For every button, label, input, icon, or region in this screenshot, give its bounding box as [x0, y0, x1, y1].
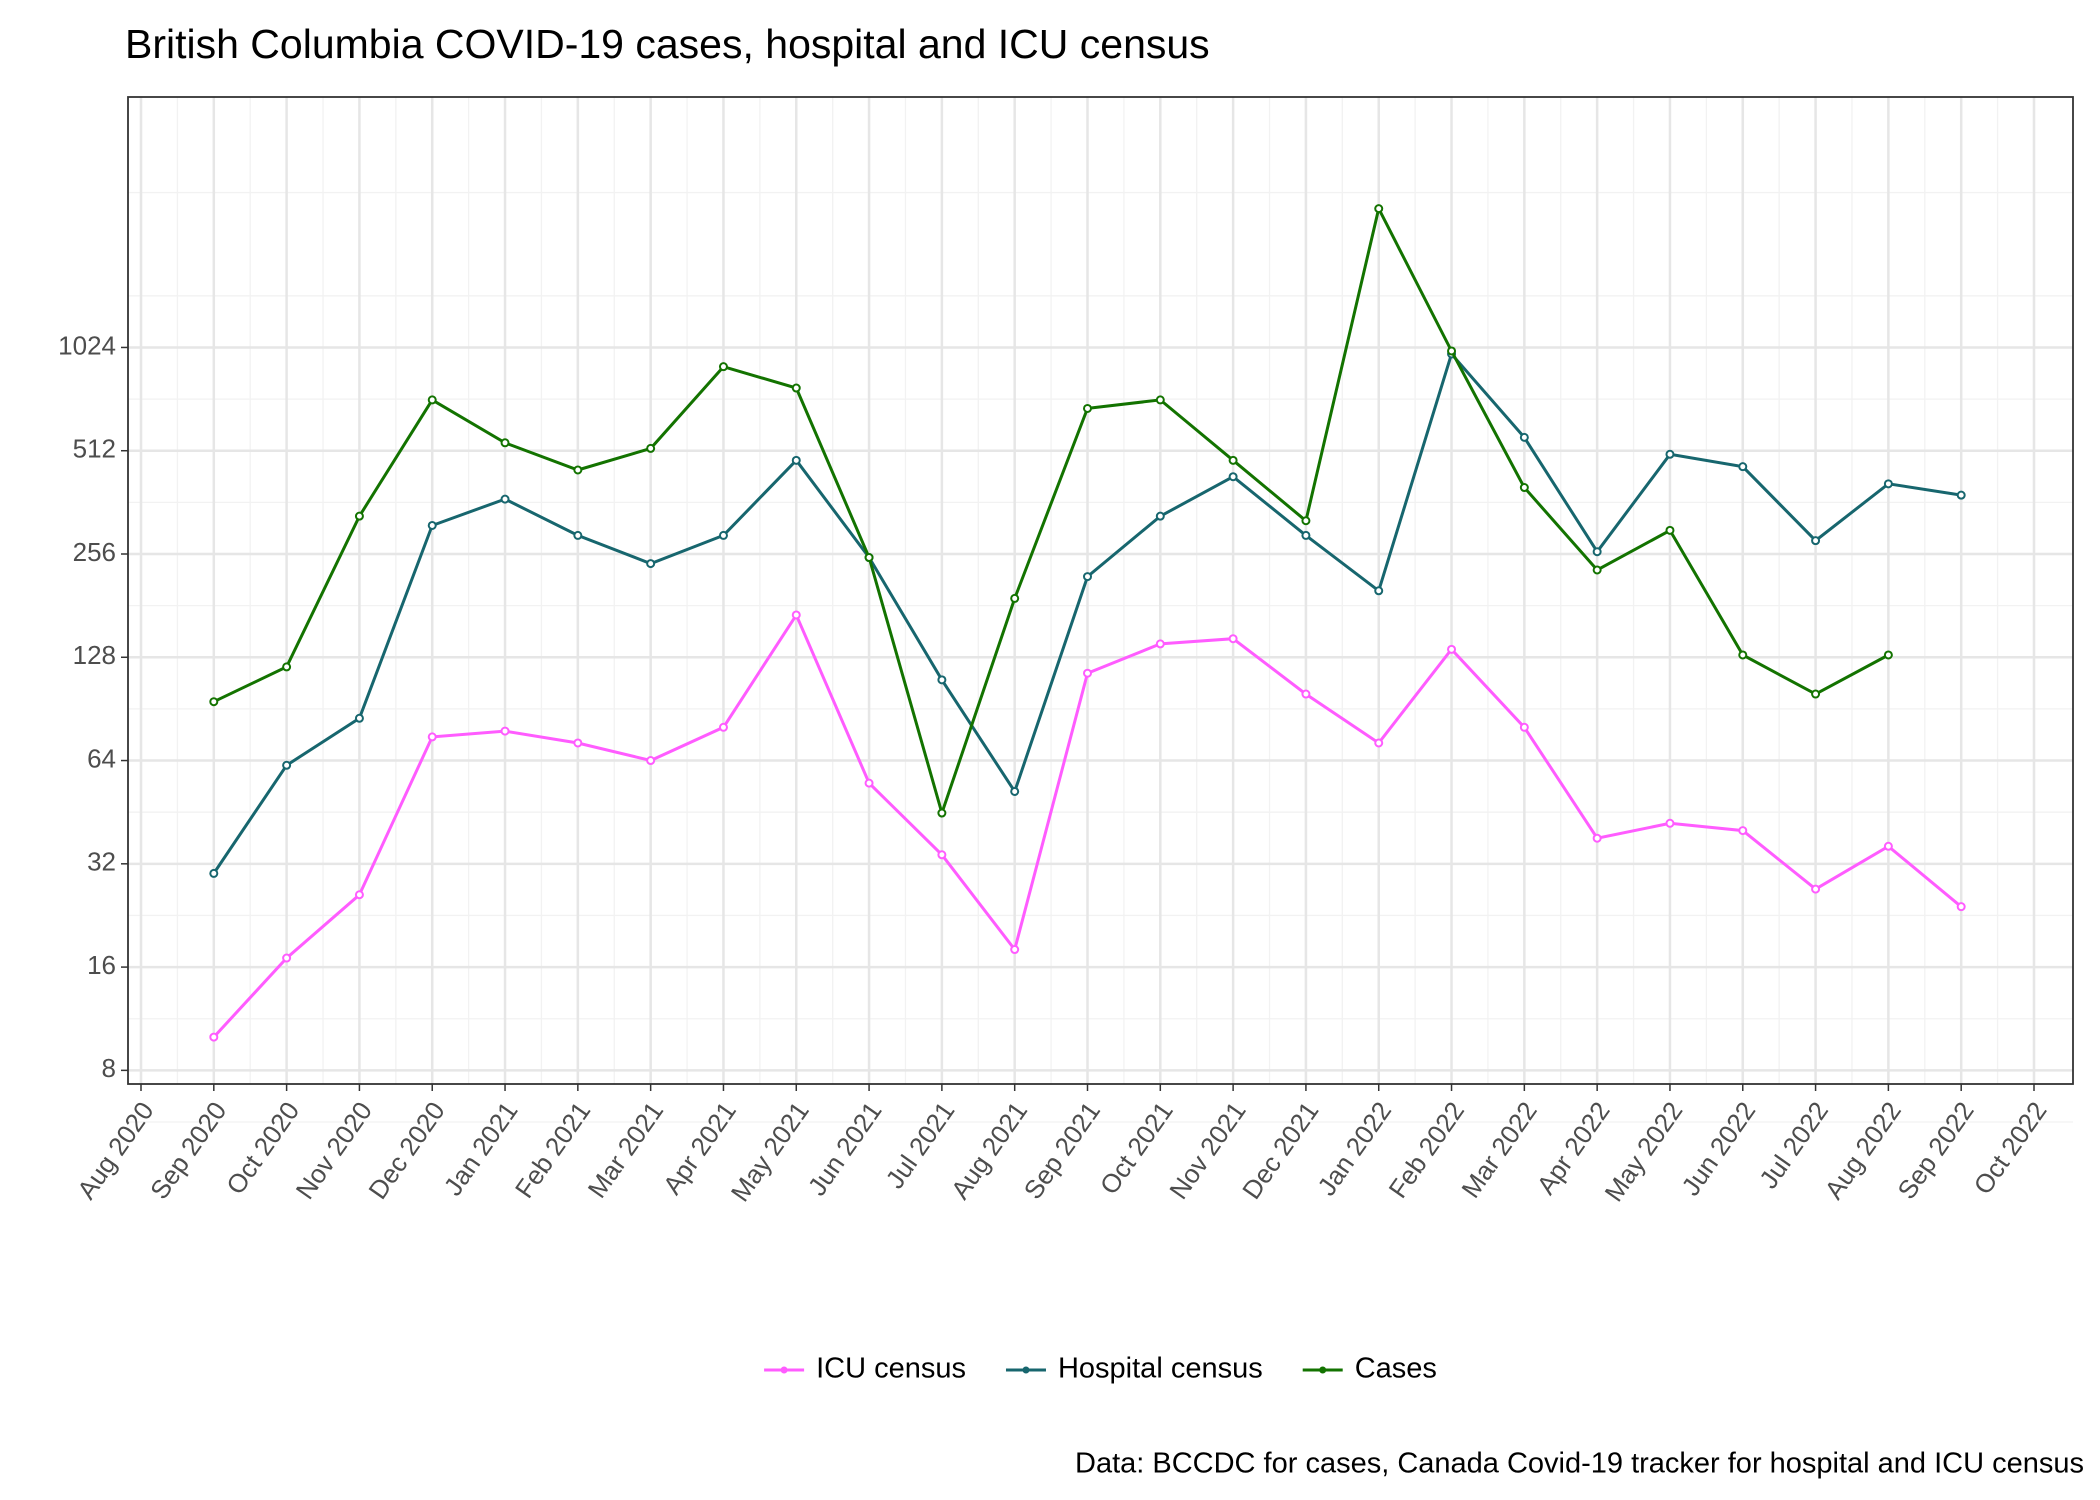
series-line [213, 204, 1890, 819]
y-tick-label: 512 [73, 434, 116, 464]
data-point [718, 722, 728, 732]
caption: Data: BCCDC for cases, Canada Covid-19 t… [1075, 1448, 2084, 1480]
y-tick-label: 16 [87, 950, 116, 980]
data-point [354, 713, 364, 723]
data-point [1228, 455, 1238, 465]
y-tick-label: 8 [102, 1053, 116, 1083]
data-point [427, 520, 437, 530]
data-point [718, 362, 728, 372]
data-point [1738, 462, 1748, 472]
data-point [1665, 449, 1675, 459]
data-point [1956, 490, 1966, 500]
data-point [1010, 786, 1020, 796]
data-point [1519, 483, 1529, 493]
data-point [1883, 479, 1893, 489]
data-point [1956, 902, 1966, 912]
data-point [864, 553, 874, 563]
data-point [1083, 668, 1092, 678]
plot-border [127, 96, 2074, 1085]
data-point [427, 732, 437, 742]
data-point [1519, 432, 1529, 442]
data-point [1592, 833, 1602, 843]
data-point [209, 1032, 219, 1042]
y-tick-label: 64 [87, 743, 116, 773]
data-point [1665, 818, 1675, 828]
data-point [1374, 586, 1384, 596]
data-point [1811, 884, 1821, 894]
legend-text: Hospital census [1058, 1353, 1263, 1385]
data-point [1374, 204, 1384, 214]
data-point [1155, 395, 1165, 405]
data-point [937, 675, 947, 685]
data-point [791, 455, 801, 465]
data-point [1301, 530, 1311, 540]
data-point [1883, 841, 1893, 851]
data-point [1738, 826, 1748, 836]
data-point [1883, 650, 1893, 660]
data-point [1228, 634, 1238, 644]
data-point [1083, 403, 1092, 413]
legend-key-point [780, 1366, 788, 1374]
legend: ICU census Hospital census Cases [764, 1353, 1437, 1385]
legend-text: ICU census [816, 1353, 966, 1385]
legend-text: Cases [1355, 1353, 1437, 1385]
data-point [864, 778, 874, 788]
data-point [937, 850, 947, 860]
data-point [282, 953, 292, 963]
legend-key-point [1022, 1366, 1030, 1374]
y-tick-label: 128 [73, 640, 116, 670]
data-point [1592, 547, 1602, 557]
y-tick-label: 256 [73, 537, 116, 567]
legend-key-point [1319, 1366, 1327, 1374]
y-tick-label: 32 [87, 847, 116, 877]
data-point [1155, 639, 1165, 649]
data-point [500, 494, 510, 504]
data-point [500, 438, 510, 448]
data-point [1010, 593, 1020, 603]
data-point [1155, 511, 1165, 521]
data-point [1374, 738, 1384, 748]
data-point [1738, 650, 1748, 660]
data-point [282, 760, 292, 770]
data-point [1447, 346, 1457, 356]
data-point [1592, 565, 1602, 575]
data-point [937, 808, 947, 818]
data-point [1301, 689, 1311, 699]
data-point [646, 559, 656, 569]
data-point [791, 610, 801, 620]
data-point [427, 395, 437, 405]
data-point [718, 530, 728, 540]
data-point [573, 530, 583, 540]
data-point [1519, 722, 1529, 732]
data-point [209, 868, 219, 878]
data-point [573, 738, 583, 748]
data-point [500, 726, 510, 736]
chart-title: British Columbia COVID-19 cases, hospita… [125, 21, 1210, 67]
data-point [1447, 644, 1457, 654]
data-point [646, 756, 656, 766]
data-point [1083, 572, 1092, 582]
y-tick-label: 1024 [58, 330, 116, 360]
data-point [209, 697, 219, 707]
data-point [354, 511, 364, 521]
data-point [646, 443, 656, 453]
data-point [573, 465, 583, 475]
data-point [1301, 516, 1311, 526]
data-point [282, 662, 292, 672]
data-point [1228, 472, 1238, 482]
data-point [1010, 945, 1020, 955]
data-point [1811, 689, 1821, 699]
data-point [791, 383, 801, 393]
data-point [1665, 525, 1675, 535]
data-point [354, 890, 364, 900]
data-point [1811, 536, 1821, 546]
